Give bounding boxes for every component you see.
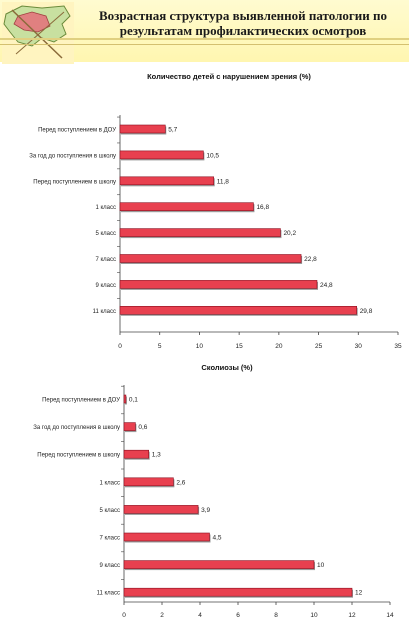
scoliosis-bar <box>123 394 127 404</box>
vision-chart-svg: Количество детей с нарушением зрения (%)… <box>29 72 402 350</box>
scoliosis-x-tick-label: 8 <box>274 612 278 619</box>
scoliosis-category-label: 11 класс <box>97 591 120 597</box>
header-divider <box>0 38 409 40</box>
vision-data-label: 20,2 <box>283 230 296 237</box>
vision-bar <box>119 150 204 160</box>
scoliosis-x-tick-label: 0 <box>122 612 126 619</box>
scoliosis-x-tick-label: 2 <box>160 612 164 619</box>
scoliosis-chart: Сколиозы (%) 0 2 4 6 8 10 12 14 Перед поступление… <box>0 352 409 623</box>
slide-header: Возрастная структура выявленной патологи… <box>0 0 409 64</box>
vision-x-tick-label: 15 <box>236 343 244 350</box>
logo-map-icon <box>2 2 74 64</box>
page-title: Возрастная структура выявленной патологи… <box>98 8 388 38</box>
scoliosis-chart-svg: Сколиозы (%) 0 2 4 6 8 10 12 14 Перед поступление… <box>33 363 394 619</box>
scoliosis-category-label: 5 класс <box>99 508 120 514</box>
vision-x-tick-label: 5 <box>158 343 162 350</box>
scoliosis-data-label: 0,6 <box>138 424 147 431</box>
scoliosis-data-label: 12 <box>355 590 363 597</box>
scoliosis-chart-title: Сколиозы (%) <box>201 363 253 372</box>
vision-bar <box>119 202 254 211</box>
scoliosis-bar <box>123 422 136 431</box>
vision-data-label: 11,8 <box>217 178 230 185</box>
scoliosis-data-label: 3,9 <box>201 507 210 514</box>
vision-data-label: 22,8 <box>304 256 317 263</box>
vision-bar <box>119 306 357 315</box>
scoliosis-bar <box>123 587 353 597</box>
vision-chart: Количество детей с нарушением зрения (%)… <box>0 62 409 352</box>
scoliosis-bar <box>123 477 174 487</box>
vision-x-tick-label: 35 <box>394 343 402 350</box>
scoliosis-x-tick-label: 4 <box>198 612 202 619</box>
vision-data-label: 16,8 <box>256 204 269 211</box>
header-divider-thin <box>0 44 409 45</box>
vision-category-label: 9 класс <box>95 283 116 289</box>
vision-bar <box>119 280 318 289</box>
vision-chart-title: Количество детей с нарушением зрения (%) <box>147 72 311 81</box>
vision-category-label: 1 класс <box>95 205 116 211</box>
scoliosis-data-label: 0,1 <box>129 397 138 404</box>
vision-bar <box>119 124 166 134</box>
scoliosis-category-label: 1 класс <box>99 480 120 486</box>
scoliosis-x-tick-label: 12 <box>348 612 356 619</box>
scoliosis-bar <box>123 505 199 514</box>
scoliosis-data-label: 10 <box>317 562 325 569</box>
scoliosis-category-label: 7 класс <box>99 536 120 542</box>
vision-bar <box>119 228 281 237</box>
scoliosis-category-label: Перед поступлением в школу <box>37 453 120 459</box>
vision-category-label: 5 класс <box>95 231 116 237</box>
vision-x-tick-label: 30 <box>355 343 363 350</box>
scoliosis-bar <box>123 560 315 569</box>
scoliosis-bar <box>123 532 210 542</box>
vision-x-tick-label: 10 <box>196 343 204 350</box>
scoliosis-data-label: 4,5 <box>213 535 222 542</box>
vision-data-label: 10,5 <box>206 152 219 159</box>
scoliosis-bar <box>123 449 150 459</box>
vision-bar <box>119 254 302 263</box>
scoliosis-x-tick-label: 10 <box>310 612 318 619</box>
scoliosis-x-tick-label: 6 <box>236 612 240 619</box>
vision-x-tick-label: 20 <box>275 343 283 350</box>
vision-x-tick-label: 25 <box>315 343 323 350</box>
vision-data-label: 5,7 <box>168 127 177 134</box>
vision-category-label: Перед поступлением в ДОУ <box>38 128 116 134</box>
scoliosis-category-label: Перед поступлением в ДОУ <box>42 398 120 404</box>
scoliosis-category-label: 9 класс <box>99 563 120 569</box>
vision-category-label: 7 класс <box>95 257 116 263</box>
scoliosis-x-tick-label: 14 <box>386 612 394 619</box>
vision-category-label: 11 класс <box>93 309 116 315</box>
vision-data-label: 24,8 <box>320 282 333 289</box>
vision-category-label: За год до поступления в школу <box>29 153 116 159</box>
vision-x-tick-label: 0 <box>118 343 122 350</box>
vision-category-label: Перед поступлением в школу <box>33 179 116 185</box>
scoliosis-data-label: 1,3 <box>152 452 161 459</box>
scoliosis-category-label: За год до поступления в школу <box>33 425 120 431</box>
vision-bar <box>119 176 215 186</box>
scoliosis-data-label: 2,6 <box>176 479 185 486</box>
vision-data-label: 29,8 <box>360 308 373 315</box>
